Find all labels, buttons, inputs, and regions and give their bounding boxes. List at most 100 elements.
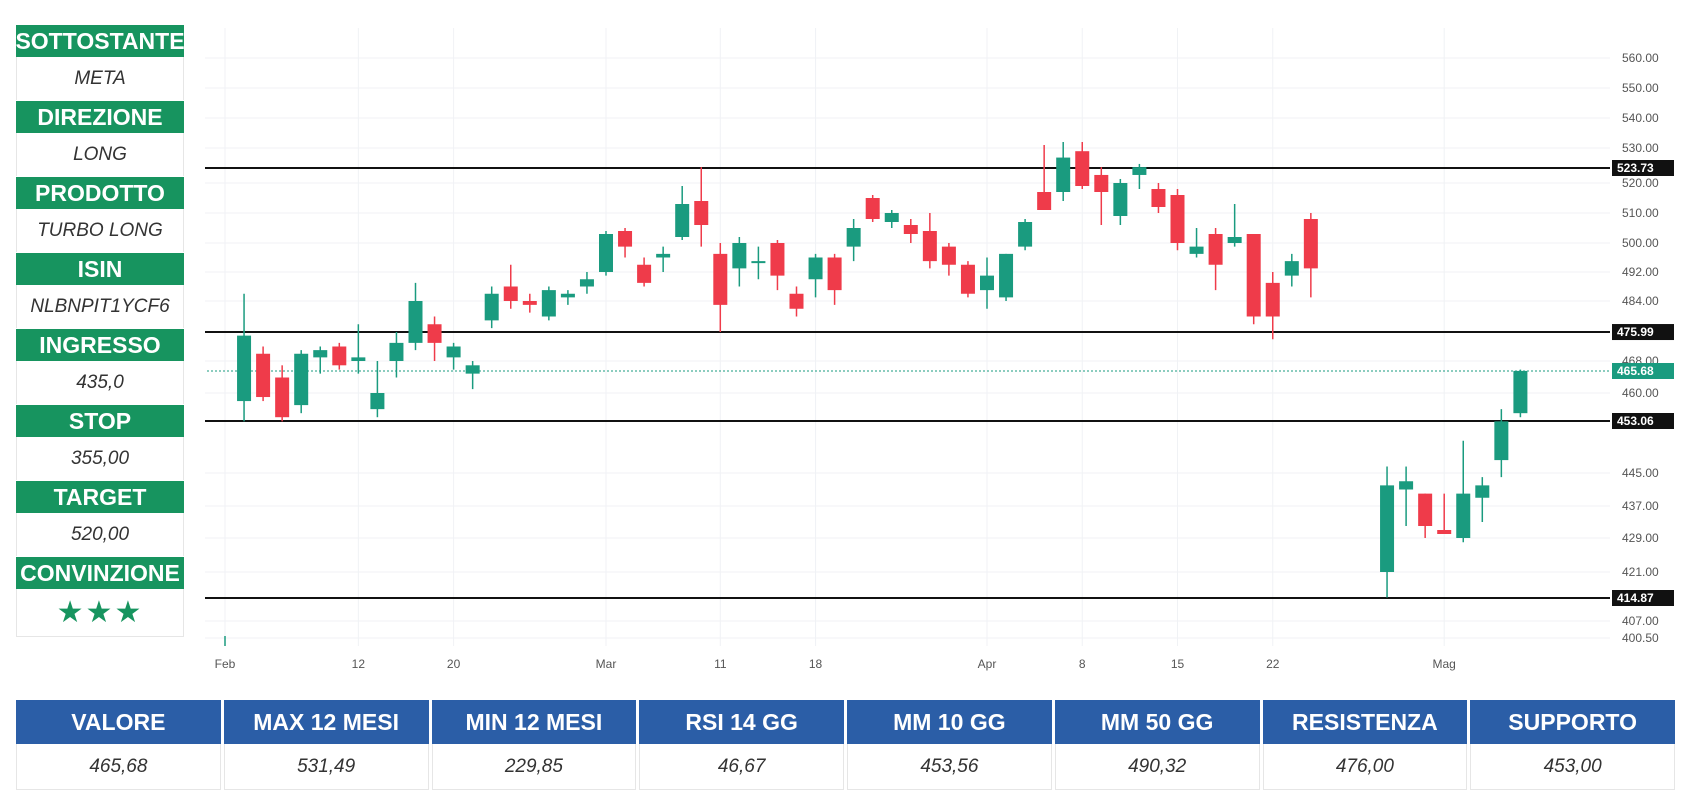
candle-body xyxy=(599,234,613,272)
candle-body xyxy=(541,290,556,317)
sidebar-label: STOP xyxy=(16,404,184,437)
stat-header: SUPPORTO xyxy=(1470,700,1675,744)
candle-body xyxy=(637,264,652,283)
stat-column: RESISTENZA 476,00 xyxy=(1262,700,1468,790)
stat-value: 531,49 xyxy=(223,744,429,790)
sidebar-label: PRODOTTO xyxy=(16,176,184,209)
x-tick-label: Apr xyxy=(978,657,997,671)
stat-column: MAX 12 MESI 531,49 xyxy=(223,700,429,790)
y-tick-label: 520.00 xyxy=(1622,176,1659,190)
candle-body xyxy=(618,231,633,247)
stat-column: VALORE 465,68 xyxy=(16,700,221,790)
stat-column: MM 10 GG 453,56 xyxy=(847,700,1052,790)
x-tick-label: 11 xyxy=(714,657,727,671)
candle-body xyxy=(1475,485,1490,498)
stat-value: 229,85 xyxy=(431,744,637,790)
candle-body xyxy=(808,257,823,280)
y-tick-label: 400.50 xyxy=(1622,631,1659,645)
y-tick-label: 530.00 xyxy=(1622,141,1659,155)
level-price-label: 475.99 xyxy=(1617,325,1654,339)
candle-body xyxy=(503,286,518,301)
x-tick-label: 22 xyxy=(1266,657,1280,671)
candle-body xyxy=(560,293,575,298)
candle-body xyxy=(1227,237,1242,243)
y-tick-label: 492.00 xyxy=(1622,265,1659,279)
candle-body xyxy=(1399,481,1414,490)
candle-body xyxy=(1151,189,1166,207)
sidebar-value: 435,0 xyxy=(16,361,184,404)
sidebar-label: SOTTOSTANTE xyxy=(15,24,185,57)
candle-body xyxy=(370,393,385,410)
candle-body xyxy=(1380,485,1395,572)
candle-body xyxy=(675,204,690,237)
stat-value: 490,32 xyxy=(1054,744,1260,790)
stat-column: MIN 12 MESI 229,85 xyxy=(431,700,637,790)
level-price-label-bg xyxy=(1612,413,1674,429)
sidebar-label: TARGET xyxy=(16,480,184,513)
x-tick-label: Mar xyxy=(596,657,617,671)
stat-value: 453,00 xyxy=(1470,744,1675,790)
price-chart: 560.00 550.00 540.00 530.00 520.00 510.00 500.… xyxy=(205,18,1683,678)
sidebar-label: CONVINZIONE xyxy=(16,556,184,589)
sidebar-label: ISIN xyxy=(16,252,184,285)
candle-body xyxy=(1284,261,1299,276)
candle-body xyxy=(789,293,804,309)
candle-body xyxy=(313,350,328,358)
level-price-label: 414.87 xyxy=(1617,591,1654,605)
stat-header: RESISTENZA xyxy=(1262,700,1468,744)
candle-body xyxy=(656,253,671,258)
y-tick-label: 500.00 xyxy=(1622,236,1659,250)
y-tick-label: 560.00 xyxy=(1622,51,1659,65)
candle-body xyxy=(1208,234,1223,265)
last-price-label-bg xyxy=(1612,363,1674,379)
candle-body xyxy=(941,246,956,265)
candle-body xyxy=(275,377,290,418)
candle-body xyxy=(1075,151,1090,186)
level-price-label: 453.06 xyxy=(1617,414,1654,428)
conviction-stars: ★★★ xyxy=(16,589,184,637)
candle-body xyxy=(1170,195,1185,243)
candle-body xyxy=(351,357,366,361)
x-tick-label: 18 xyxy=(809,657,823,671)
candle-body xyxy=(846,228,861,247)
x-tick-label: 8 xyxy=(1079,657,1086,671)
candle-body xyxy=(713,253,728,305)
candle-body xyxy=(408,301,423,343)
x-tick-label: 15 xyxy=(1171,657,1185,671)
candle-body xyxy=(294,353,309,406)
stat-header: MAX 12 MESI xyxy=(223,700,429,744)
sidebar-value: TURBO LONG xyxy=(16,209,184,252)
candle-body xyxy=(827,257,842,291)
candle-body xyxy=(1018,222,1033,247)
candle-body xyxy=(1513,370,1528,414)
level-price-label-bg xyxy=(1612,160,1674,176)
y-tick-label: 540.00 xyxy=(1622,111,1659,125)
candle-body xyxy=(484,293,499,321)
candle-body xyxy=(922,231,937,262)
candle-body xyxy=(1132,167,1147,175)
sidebar-value: LONG xyxy=(16,133,184,176)
candle-body xyxy=(751,261,766,264)
candle-body xyxy=(1456,493,1471,538)
candle-body xyxy=(1265,282,1280,317)
candle-body xyxy=(1303,219,1318,269)
candle-body xyxy=(389,342,404,361)
y-tick-label: 407.00 xyxy=(1622,614,1659,628)
candle-body xyxy=(1037,192,1052,210)
stat-column: MM 50 GG 490,32 xyxy=(1054,700,1260,790)
y-tick-label: 429.00 xyxy=(1622,531,1659,545)
last-price-label: 465.68 xyxy=(1617,364,1654,378)
candle-body xyxy=(1189,246,1204,254)
trade-info-panel: SOTTOSTANTE META DIREZIONE LONG PRODOTTO TURB… xyxy=(15,24,185,637)
stat-header: RSI 14 GG xyxy=(639,700,844,744)
y-tick-label: 510.00 xyxy=(1622,206,1659,220)
candle-body xyxy=(465,365,480,374)
x-tick-label: Mag xyxy=(1433,657,1456,671)
stat-column: SUPPORTO 453,00 xyxy=(1470,700,1675,790)
candle-body xyxy=(1056,157,1071,192)
candle-body xyxy=(980,275,994,291)
level-price-label-bg xyxy=(1612,324,1674,341)
x-tick-label: 20 xyxy=(447,657,461,671)
y-tick-label: 421.00 xyxy=(1622,565,1659,579)
candle-body xyxy=(237,335,252,402)
